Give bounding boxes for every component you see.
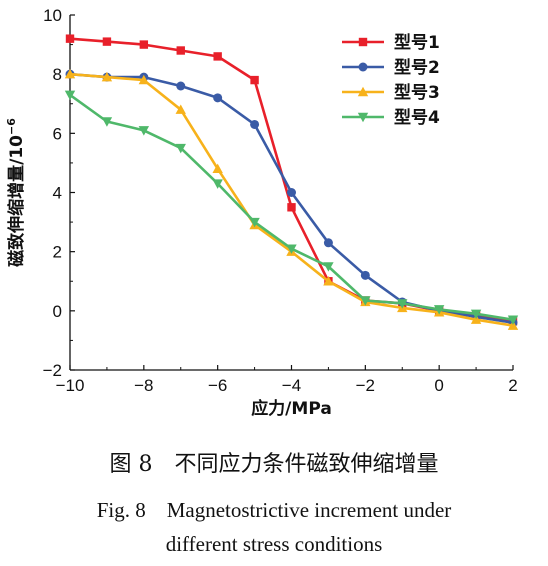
series-4-point xyxy=(397,299,408,309)
x-tick-label: −10 xyxy=(56,376,85,395)
series-3-line xyxy=(69,72,514,327)
y-axis-title: 磁致伸缩增量/10−6 xyxy=(5,118,27,267)
series-3-point xyxy=(101,71,113,82)
series-1-point xyxy=(287,203,296,212)
series-4-point xyxy=(175,143,186,154)
legend-marker xyxy=(357,112,369,123)
legend-marker xyxy=(358,62,368,72)
series-3-point xyxy=(323,276,334,286)
y-tick-label: 0 xyxy=(53,302,62,321)
x-tick-label: −8 xyxy=(134,376,153,395)
series-3-point xyxy=(175,104,186,114)
series-1-point xyxy=(139,40,149,49)
series-4-point xyxy=(212,179,223,189)
series-3-point xyxy=(470,314,482,324)
series-4-point xyxy=(360,296,371,306)
series-4-point xyxy=(507,315,519,325)
series-3-point xyxy=(138,74,150,85)
series-4-point xyxy=(138,126,150,136)
series-2-point xyxy=(176,81,186,91)
series-3-point xyxy=(507,320,519,330)
series-4 xyxy=(64,90,519,325)
series-3 xyxy=(64,68,519,330)
y-tick-label: 4 xyxy=(53,184,62,203)
x-tick-label: −6 xyxy=(208,376,227,395)
series-4-point xyxy=(64,90,76,101)
legend-marker xyxy=(358,37,368,47)
figure-caption-chinese: 图 8 不同应力条件磁致伸缩增量 xyxy=(109,452,439,477)
series-2-line xyxy=(69,72,514,324)
series-3-point xyxy=(64,68,76,79)
series-1-point xyxy=(176,46,185,55)
y-tick-label: 10 xyxy=(43,6,62,25)
series-2-point xyxy=(287,188,296,197)
y-tick-label: −2 xyxy=(43,361,62,380)
series-4-point xyxy=(470,309,482,319)
x-tick-label: 0 xyxy=(434,376,443,395)
x-tick-label: −4 xyxy=(282,376,301,395)
figure-caption-english-line2: different stress conditions xyxy=(165,532,383,556)
series-2-point xyxy=(360,270,370,280)
y-tick-label: 2 xyxy=(53,243,62,262)
y-tick-label: 6 xyxy=(53,124,62,143)
series-2-point xyxy=(323,238,333,248)
legend-entry-3: 型号3 xyxy=(342,82,440,103)
series-2-point xyxy=(213,93,223,103)
series-4-point xyxy=(433,305,445,315)
legend-label: 型号4 xyxy=(394,107,440,128)
series-3-point xyxy=(212,163,223,174)
x-tick-label: 2 xyxy=(508,376,517,395)
line-chart: −10 −8 −6 −4 −2 0 2−20246810应力/MPa磁致伸缩增量/10−6 … xyxy=(5,6,519,419)
legend-entry-1: 型号1 xyxy=(342,32,440,53)
legend-marker xyxy=(357,86,369,97)
series-1-point xyxy=(250,75,259,85)
y-axis-title-exponent: −6 xyxy=(5,118,18,135)
series-1-line xyxy=(69,37,514,323)
y-tick-label: 8 xyxy=(53,65,62,84)
legend-label: 型号1 xyxy=(394,32,440,53)
series-4-point xyxy=(286,244,297,254)
series-4-point xyxy=(249,217,260,228)
legend-label: 型号2 xyxy=(394,57,440,78)
x-axis-title: 应力/MPa xyxy=(251,398,332,419)
series-1-point xyxy=(102,37,112,46)
series-4-point xyxy=(101,117,113,127)
series-4-point xyxy=(323,262,334,272)
series-1-point xyxy=(213,52,222,61)
series-2-point xyxy=(250,119,260,129)
figure-caption-english-line1: Fig. 8 Magnetostrictive increment under xyxy=(96,498,452,522)
x-tick-label: −2 xyxy=(356,376,375,395)
series-2 xyxy=(65,69,518,328)
legend-entry-4: 型号4 xyxy=(342,107,440,128)
legend-entry-2: 型号2 xyxy=(342,57,440,78)
legend-label: 型号3 xyxy=(394,82,440,103)
series-1-point xyxy=(65,34,75,43)
